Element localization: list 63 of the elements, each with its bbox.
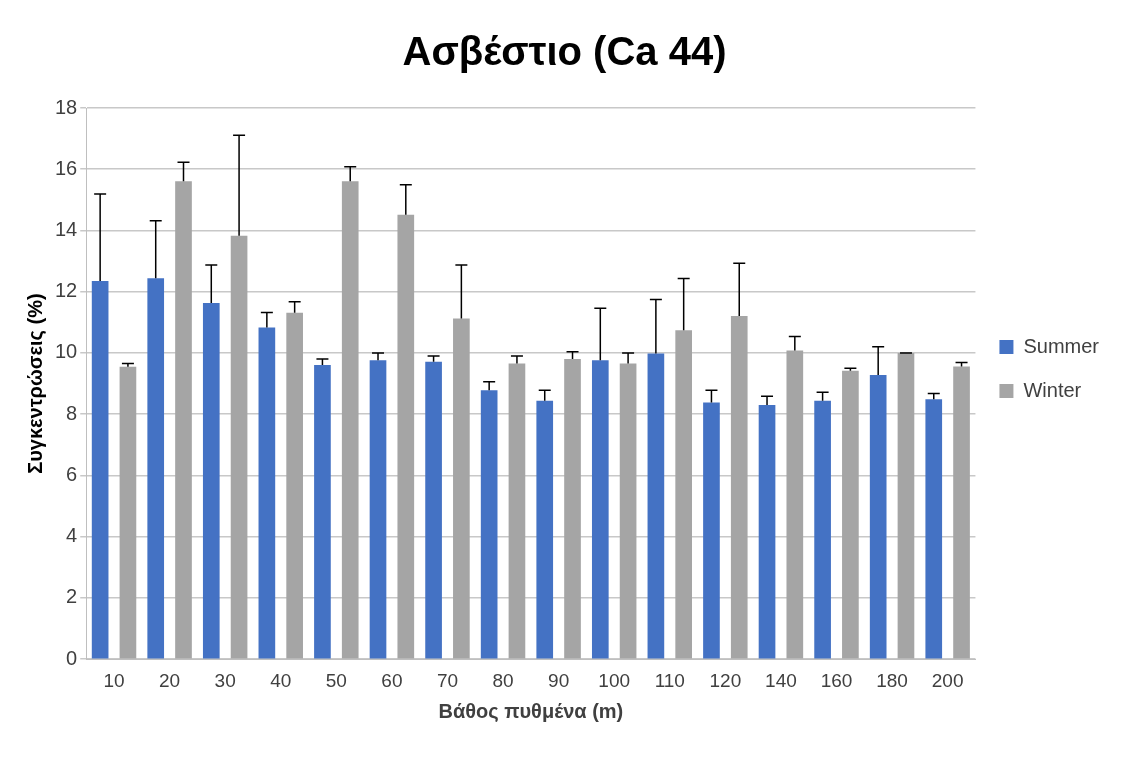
y-tick-label: 0 — [66, 646, 78, 669]
bar — [758, 405, 776, 659]
y-tick-label: 2 — [66, 585, 78, 608]
x-tick-label: 140 — [765, 669, 797, 691]
y-axis-title: Συγκεντρώσεις (%) — [23, 293, 46, 474]
bar — [508, 363, 526, 659]
y-tick-label: 6 — [66, 462, 78, 485]
bar — [675, 330, 693, 659]
y-tick-label: 14 — [55, 218, 78, 240]
legend-label: Summer — [1023, 334, 1100, 357]
bar — [814, 400, 831, 659]
chart-title: Ασβέστιο (Ca 44) — [402, 29, 727, 74]
x-axis-title: Βάθος πυθμένα (m) — [438, 699, 624, 722]
bar — [730, 315, 748, 659]
x-tick-label: 180 — [876, 669, 908, 691]
x-tick-label: 160 — [820, 669, 853, 691]
x-tick-label: 70 — [436, 669, 459, 691]
bar — [369, 360, 387, 659]
bar — [91, 281, 109, 659]
x-tick-label: 110 — [654, 669, 685, 691]
bar — [453, 318, 470, 659]
y-tick-label: 4 — [66, 524, 78, 547]
y-tick-label: 8 — [66, 401, 78, 424]
bar — [703, 402, 720, 659]
x-tick-label: 120 — [709, 669, 742, 691]
bar — [147, 278, 165, 659]
bar — [480, 390, 498, 659]
bar — [202, 303, 220, 659]
x-tick-label: 40 — [270, 669, 292, 691]
bar — [536, 400, 554, 659]
x-tick-label: 50 — [325, 669, 347, 691]
y-tick-label: 10 — [55, 340, 78, 363]
bar — [647, 353, 665, 659]
bar — [425, 361, 442, 659]
bar — [314, 364, 331, 659]
bar — [341, 181, 359, 659]
x-tick-label: 60 — [381, 669, 403, 691]
bar — [869, 375, 887, 659]
bar — [953, 366, 970, 659]
x-tick-label: 90 — [548, 669, 570, 691]
bar — [397, 214, 415, 659]
bar — [230, 235, 248, 659]
y-tick-label: 18 — [55, 95, 78, 118]
bar — [591, 360, 609, 659]
y-tick-label: 16 — [55, 156, 78, 179]
x-tick-label: 20 — [159, 669, 181, 691]
bar — [925, 399, 943, 659]
bar — [258, 327, 276, 659]
bar — [119, 366, 137, 659]
bar — [786, 350, 804, 659]
x-tick-label: 200 — [931, 669, 964, 691]
bar — [619, 363, 637, 659]
x-tick-label: 80 — [492, 669, 514, 691]
bar — [286, 312, 303, 659]
legend-label: Winter — [1023, 378, 1082, 401]
bar — [175, 181, 192, 659]
x-tick-label: 30 — [214, 669, 236, 691]
x-tick-label: 10 — [103, 669, 125, 691]
x-tick-label: 100 — [598, 669, 631, 691]
y-tick-label: 12 — [55, 279, 78, 302]
bar — [842, 370, 859, 659]
bar — [564, 359, 581, 659]
bar — [897, 352, 915, 659]
